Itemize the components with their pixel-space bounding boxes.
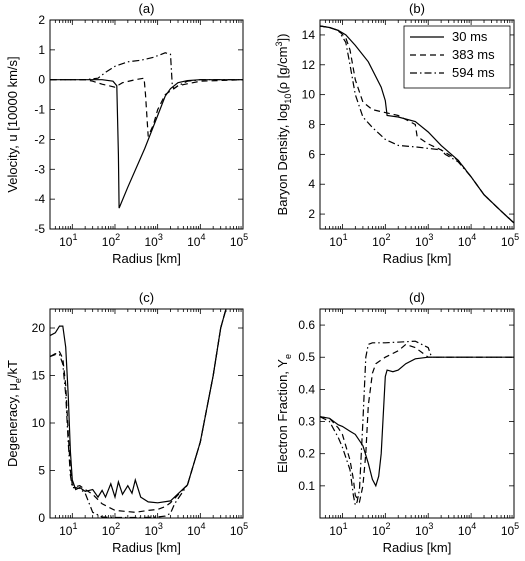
y-axis-label: Velocity, u [10000 km/s] [5, 56, 20, 192]
y-tick-label: 0.3 [298, 415, 315, 429]
legend-label: 30 ms [452, 29, 488, 44]
x-tick-label: 102 [372, 232, 390, 249]
y-tick-label: 0.4 [298, 382, 315, 396]
legend-label: 383 ms [452, 47, 495, 62]
y-tick-label: 2 [308, 207, 315, 221]
x-axis-label: Radius [km] [112, 540, 181, 555]
y-tick-label: 2 [38, 13, 45, 27]
y-tick-label: 0 [38, 73, 45, 87]
x-tick-label: 105 [230, 521, 248, 538]
y-axis-label: Degeneracy, μe/kT [5, 360, 23, 467]
y-tick-label: 0.2 [298, 447, 315, 461]
legend-label: 594 ms [452, 65, 495, 80]
plot-frame [49, 19, 244, 230]
series-line-383-ms [50, 309, 227, 513]
y-tick-label: 20 [32, 321, 46, 335]
series-line-30-ms [320, 356, 514, 488]
panel-title: (c) [139, 290, 154, 305]
series-line-594-ms [50, 52, 243, 90]
y-tick-label: 0.1 [298, 479, 315, 493]
y-tick-label: 4 [308, 177, 315, 191]
y-tick-label: -1 [34, 103, 45, 117]
x-tick-label: 101 [59, 521, 77, 538]
x-axis-label: Radius [km] [383, 251, 452, 266]
series-line-383-ms [320, 25, 514, 224]
series-line-30-ms [50, 79, 243, 209]
series-line-383-ms [320, 343, 514, 504]
y-tick-label: -3 [34, 162, 45, 176]
x-tick-label: 104 [187, 521, 205, 538]
y-tick-label: 6 [308, 147, 315, 161]
y-tick-label: 5 [38, 464, 45, 478]
x-tick-label: 103 [144, 521, 162, 538]
panel-c: 101 102 103 104 105 0 5 10 15 20 (c) Radius [km] Deg… [5, 290, 248, 555]
x-tick-label: 104 [187, 232, 205, 249]
x-tick-label: 102 [102, 232, 120, 249]
x-tick-label: 105 [230, 232, 248, 249]
y-tick-label: -5 [34, 222, 45, 236]
y-axis-label: Electron Fraction, Ye [275, 354, 293, 473]
plot-frame [319, 308, 515, 519]
y-tick-label: 10 [32, 416, 46, 430]
x-tick-label: 105 [501, 232, 519, 249]
x-tick-label: 102 [102, 521, 120, 538]
x-tick-label: 105 [501, 521, 519, 538]
plot-frame [49, 308, 244, 519]
series-line-594-ms [50, 309, 227, 518]
legend: 30 ms 383 ms 594 ms [403, 25, 511, 89]
x-axis-label: Radius [km] [112, 251, 181, 266]
panel-title: (b) [409, 1, 425, 16]
panel-title: (a) [139, 1, 155, 16]
series-line-383-ms [50, 77, 243, 137]
panel-a: 101 102 103 104 105 -5 -4 -3 -2 -1 0 1 2 (a) Radius [k… [5, 1, 248, 266]
y-tick-label: -4 [34, 192, 45, 206]
y-tick-label: 0 [38, 511, 45, 525]
x-tick-label: 104 [458, 521, 476, 538]
x-axis-label: Radius [km] [383, 540, 452, 555]
y-tick-label: 0.5 [298, 350, 315, 364]
y-tick-label: 15 [32, 369, 46, 383]
series-line-594-ms [320, 340, 514, 507]
y-tick-label: 8 [308, 118, 315, 132]
x-tick-label: 104 [458, 232, 476, 249]
panel-d: 101 102 103 104 105 0.1 0.2 0.3 0.4 0.5 0.6 (d) Radi… [275, 290, 519, 555]
series-line-594-ms [320, 25, 514, 224]
y-axis-label: Baryon Density, log10(ρ [g/cm3]) [274, 34, 293, 216]
x-tick-label: 103 [144, 232, 162, 249]
x-tick-label: 102 [372, 521, 390, 538]
y-tick-label: 12 [302, 58, 316, 72]
y-tick-label: 10 [302, 88, 316, 102]
y-tick-label: 0.6 [298, 318, 315, 332]
y-tick-label: -2 [34, 132, 45, 146]
x-tick-label: 101 [59, 232, 77, 249]
panel-b: 101 102 103 104 105 2 4 6 8 10 12 14 (b) Radius [km] B… [274, 1, 519, 266]
panel-title: (d) [409, 290, 425, 305]
series-line-30-ms [50, 309, 227, 504]
x-tick-label: 103 [415, 521, 433, 538]
x-tick-label: 101 [329, 232, 347, 249]
x-tick-label: 103 [415, 232, 433, 249]
y-tick-label: 14 [302, 28, 316, 42]
y-tick-label: 1 [38, 43, 45, 57]
x-tick-label: 101 [329, 521, 347, 538]
